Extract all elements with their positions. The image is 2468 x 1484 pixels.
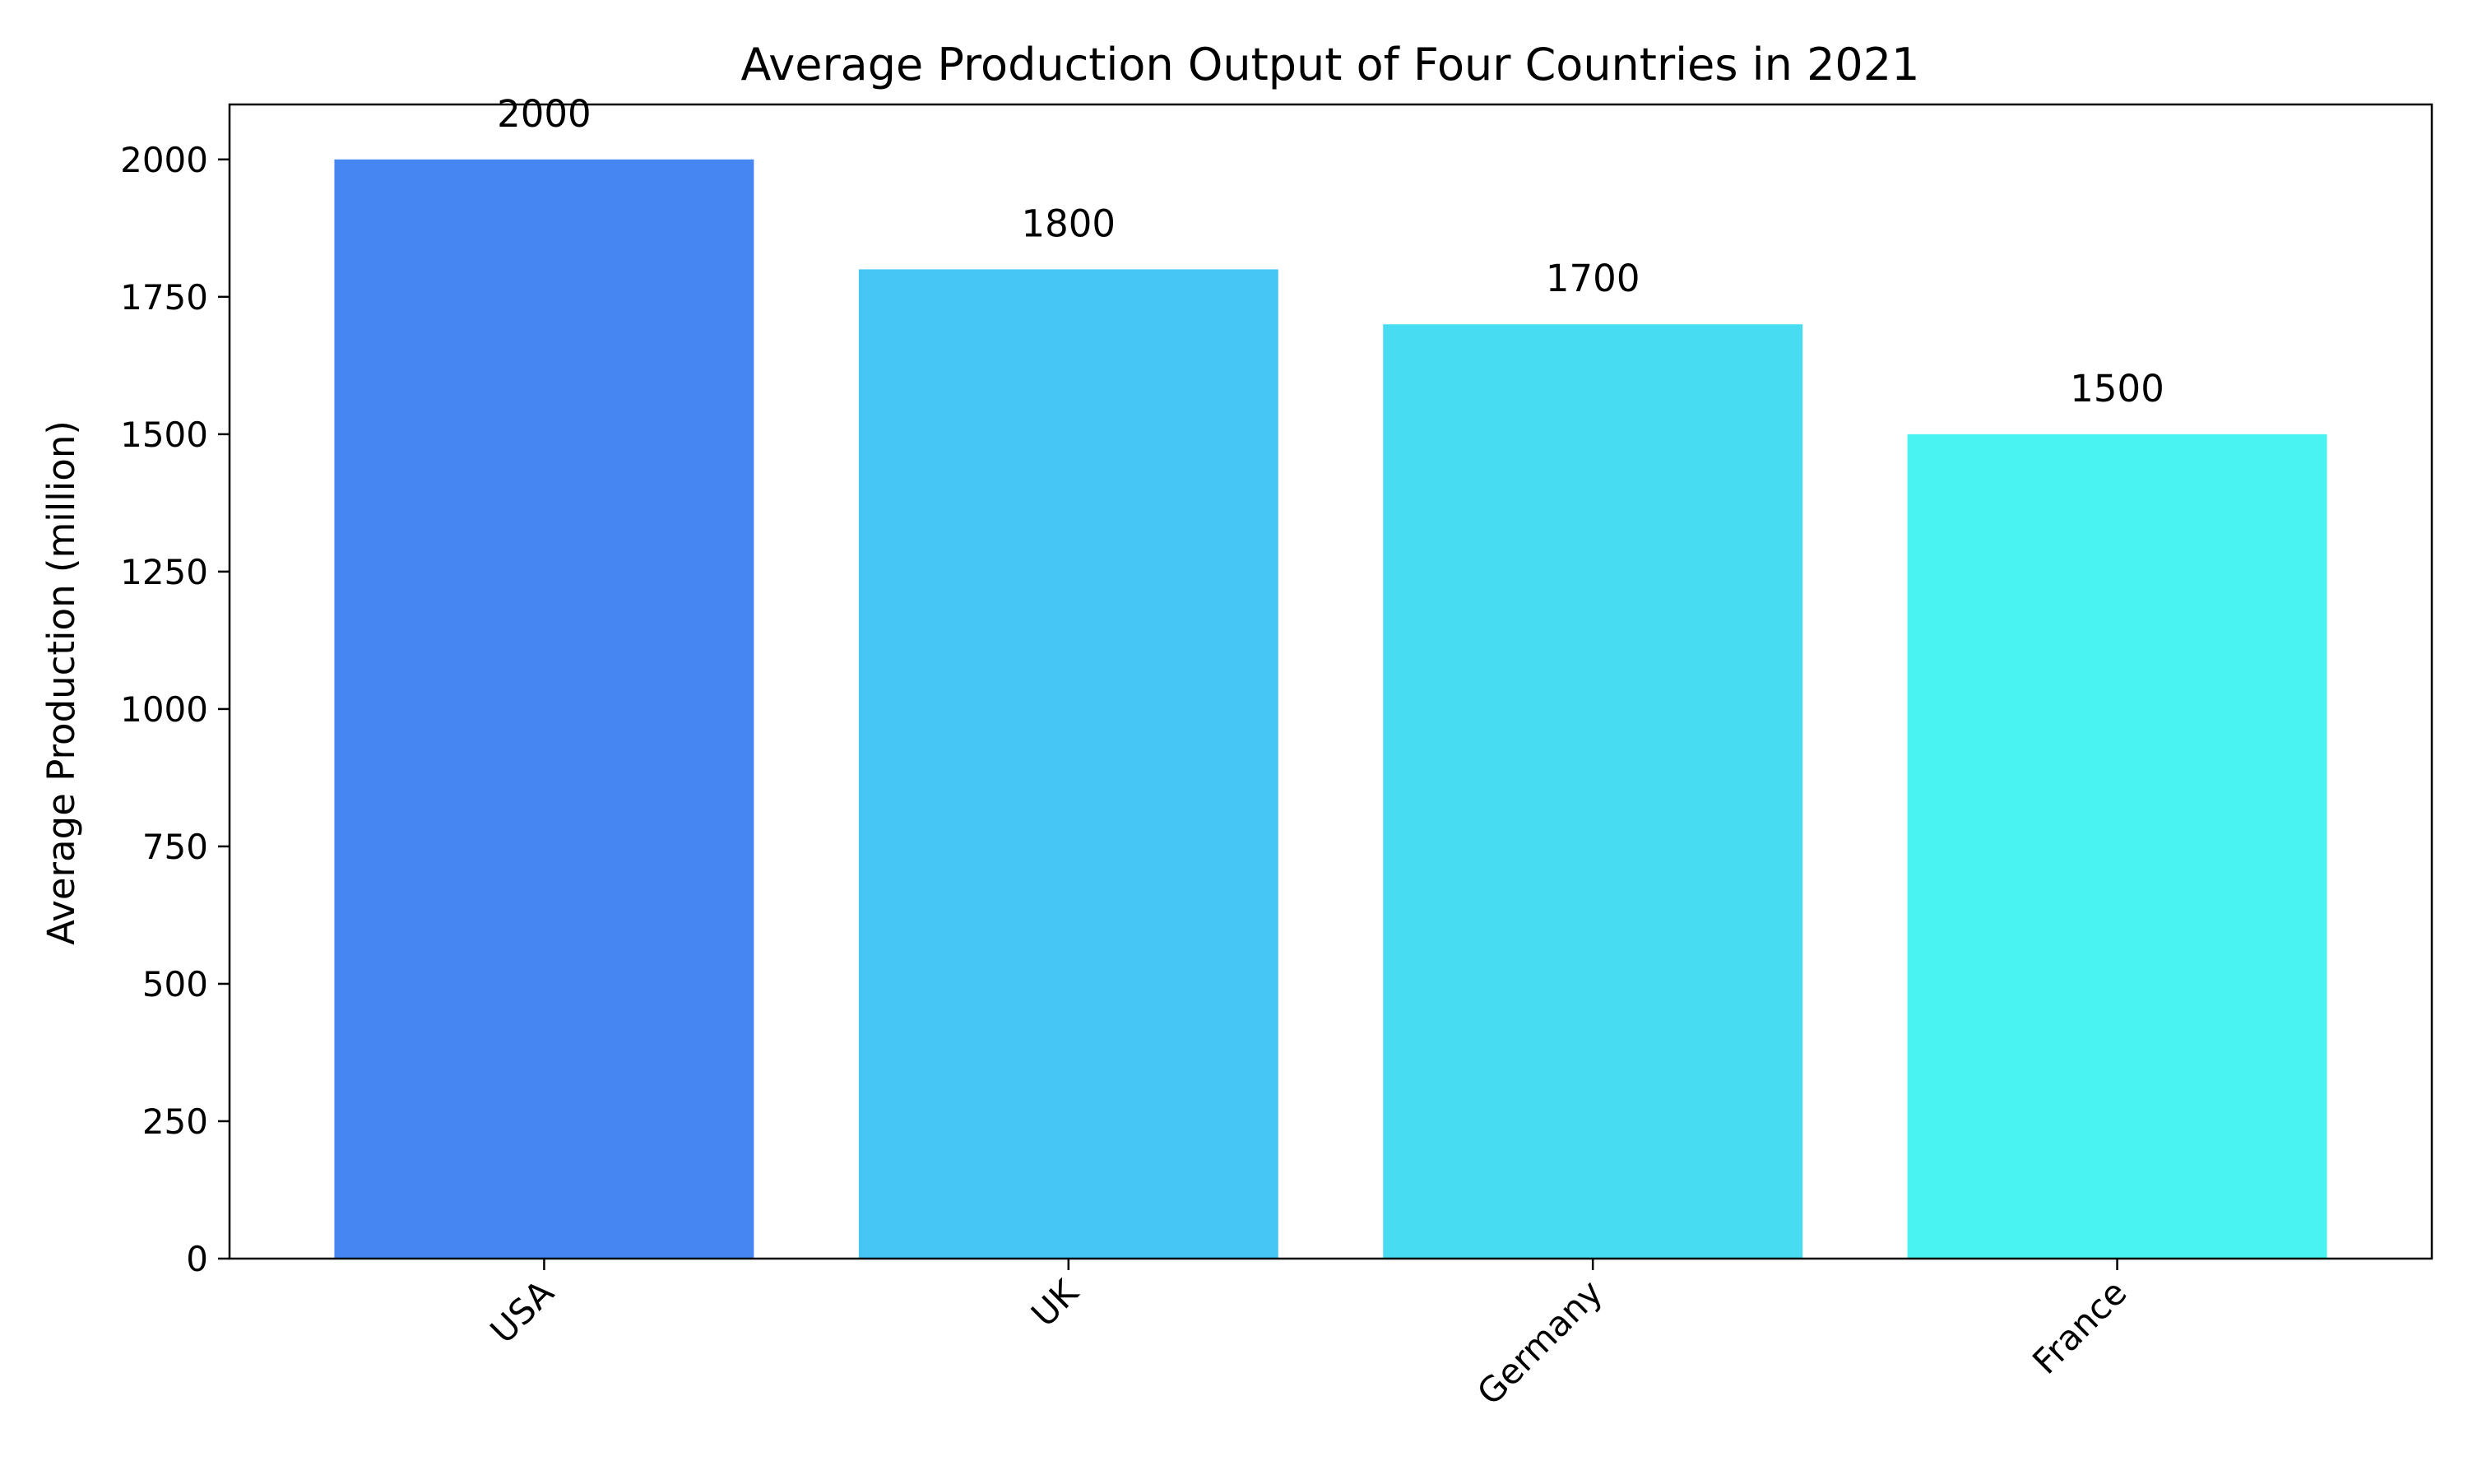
data-label-france: 1500 [2070, 367, 2164, 410]
y-tick-label: 0 [186, 1239, 208, 1279]
data-label-uk: 1800 [1022, 202, 1116, 245]
y-tick-label: 1000 [120, 689, 208, 730]
y-tick-label: 750 [142, 827, 208, 867]
data-label-germany: 1700 [1546, 257, 1640, 300]
bar-uk [858, 269, 1278, 1259]
y-tick-label: 1500 [120, 415, 208, 455]
bar-germany [1383, 324, 1803, 1259]
y-tick-label: 250 [142, 1101, 208, 1142]
chart-title: Average Production Output of Four Countr… [740, 39, 1919, 90]
y-axis-ticks: 0 250 500 750 1000 1250 1500 1750 2000 [120, 140, 230, 1279]
bar-france [1907, 434, 2327, 1259]
y-tick-label: 1250 [120, 552, 208, 592]
plot-area-frame [228, 103, 2433, 1260]
bar-usa [334, 159, 754, 1259]
y-axis-label: Average Production (million) [39, 420, 83, 945]
data-labels-layer: 2000 1800 1700 1500 [497, 92, 2164, 410]
y-tick-label: 1750 [120, 277, 208, 318]
data-label-usa: 2000 [497, 92, 591, 136]
y-tick-label: 2000 [120, 140, 208, 180]
bars-layer [334, 159, 2327, 1259]
y-tick-label: 500 [142, 964, 208, 1004]
